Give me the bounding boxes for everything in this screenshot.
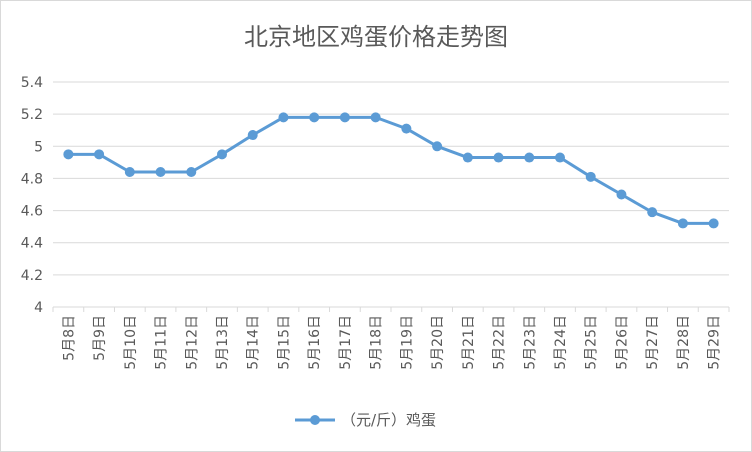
x-tick-label: 5月28日	[676, 315, 692, 370]
x-tick-label: 5月14日	[246, 315, 262, 370]
legend-marker-icon	[310, 415, 320, 425]
x-tick-label: 5月13日	[215, 315, 231, 370]
data-point	[432, 141, 443, 152]
y-tick-label: 4.4	[21, 236, 43, 252]
y-tick-label: 5.4	[21, 75, 43, 91]
data-point	[339, 112, 350, 123]
data-point	[278, 112, 289, 123]
y-axis-ticks: 4 4.2 4.4 4.6 4.8 5 5.2 5.4	[21, 75, 43, 316]
x-tick-label: 5月10日	[123, 315, 139, 370]
y-tick-label: 4.2	[21, 268, 43, 284]
series-line	[66, 115, 716, 225]
chart-title: 北京地区鸡蛋价格走势图	[244, 23, 508, 51]
x-tick-label: 5月20日	[430, 315, 446, 370]
data-point	[63, 149, 74, 160]
data-point	[524, 152, 535, 163]
x-axis-ticks: 5月8日 5月9日 5月10日 5月11日 5月12日 5月13日 5月14日 5月15日 5月…	[52, 307, 730, 370]
data-point	[309, 112, 320, 123]
data-point	[677, 218, 688, 229]
x-tick-label: 5月9日	[92, 315, 108, 361]
x-tick-label: 5月26日	[614, 315, 630, 370]
y-tick-label: 4.8	[21, 171, 43, 187]
data-point	[708, 218, 719, 229]
x-tick-label: 5月17日	[338, 315, 354, 370]
x-tick-label: 5月8日	[61, 315, 77, 361]
y-tick-label: 4	[34, 300, 43, 316]
data-point	[186, 167, 197, 177]
series-layer	[63, 112, 719, 229]
data-point	[585, 171, 596, 182]
data-point	[462, 152, 473, 163]
y-tick-label: 4.6	[21, 204, 43, 220]
x-tick-label: 5月27日	[645, 315, 661, 370]
data-point	[647, 207, 658, 218]
data-point	[616, 189, 627, 200]
legend: （元/斤）鸡蛋	[295, 411, 436, 429]
data-point	[370, 112, 381, 123]
data-point	[217, 149, 227, 160]
data-point	[401, 123, 412, 134]
x-tick-label: 5月29日	[707, 315, 723, 370]
x-tick-label: 5月16日	[307, 315, 323, 370]
data-point	[94, 149, 105, 160]
x-tick-label: 5月18日	[369, 315, 385, 370]
x-tick-label: 5月12日	[184, 315, 200, 370]
gridlines	[53, 81, 729, 308]
x-tick-label: 5月25日	[584, 315, 600, 370]
x-tick-label: 5月19日	[399, 315, 415, 370]
y-tick-label: 5	[34, 139, 43, 155]
x-tick-label: 5月23日	[522, 315, 538, 370]
x-tick-label: 5月22日	[492, 315, 508, 370]
x-tick-label: 5月24日	[553, 315, 569, 370]
data-point	[555, 152, 565, 163]
legend-label: （元/斤）鸡蛋	[341, 411, 436, 429]
y-tick-label: 5.2	[21, 107, 43, 123]
data-point	[493, 152, 504, 163]
x-tick-label: 5月21日	[461, 315, 477, 370]
data-point	[247, 130, 258, 141]
data-point	[155, 167, 166, 177]
x-tick-label: 5月15日	[276, 315, 292, 370]
x-tick-label: 5月11日	[154, 315, 170, 370]
data-point	[124, 167, 135, 177]
